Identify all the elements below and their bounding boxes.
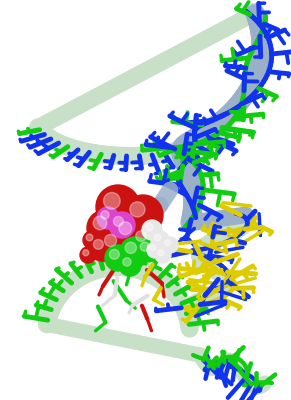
- Circle shape: [104, 192, 120, 209]
- Circle shape: [120, 237, 150, 267]
- Circle shape: [105, 245, 131, 271]
- Circle shape: [80, 247, 96, 263]
- Circle shape: [162, 237, 178, 253]
- Circle shape: [158, 250, 164, 256]
- Circle shape: [109, 212, 135, 238]
- Circle shape: [155, 247, 171, 263]
- Circle shape: [93, 240, 103, 249]
- Circle shape: [113, 216, 147, 250]
- Circle shape: [97, 207, 119, 229]
- Circle shape: [83, 250, 89, 256]
- Circle shape: [89, 235, 115, 261]
- Circle shape: [96, 185, 140, 229]
- Circle shape: [165, 240, 171, 246]
- Circle shape: [130, 202, 145, 217]
- Circle shape: [119, 222, 132, 235]
- Circle shape: [151, 231, 169, 249]
- Circle shape: [93, 216, 107, 230]
- Circle shape: [131, 226, 159, 254]
- Circle shape: [147, 242, 163, 258]
- Circle shape: [99, 229, 131, 261]
- Circle shape: [109, 250, 119, 259]
- Circle shape: [113, 216, 123, 226]
- Circle shape: [123, 195, 163, 235]
- Circle shape: [83, 231, 101, 249]
- Circle shape: [136, 238, 160, 262]
- Circle shape: [146, 223, 153, 231]
- Circle shape: [125, 242, 136, 254]
- Circle shape: [154, 234, 161, 241]
- Circle shape: [140, 242, 149, 251]
- Circle shape: [142, 220, 162, 240]
- Circle shape: [86, 234, 93, 241]
- Circle shape: [119, 254, 141, 276]
- Circle shape: [136, 231, 146, 241]
- Circle shape: [150, 245, 156, 251]
- Circle shape: [87, 210, 123, 246]
- Circle shape: [123, 258, 131, 266]
- Circle shape: [101, 211, 109, 219]
- Circle shape: [104, 234, 117, 246]
